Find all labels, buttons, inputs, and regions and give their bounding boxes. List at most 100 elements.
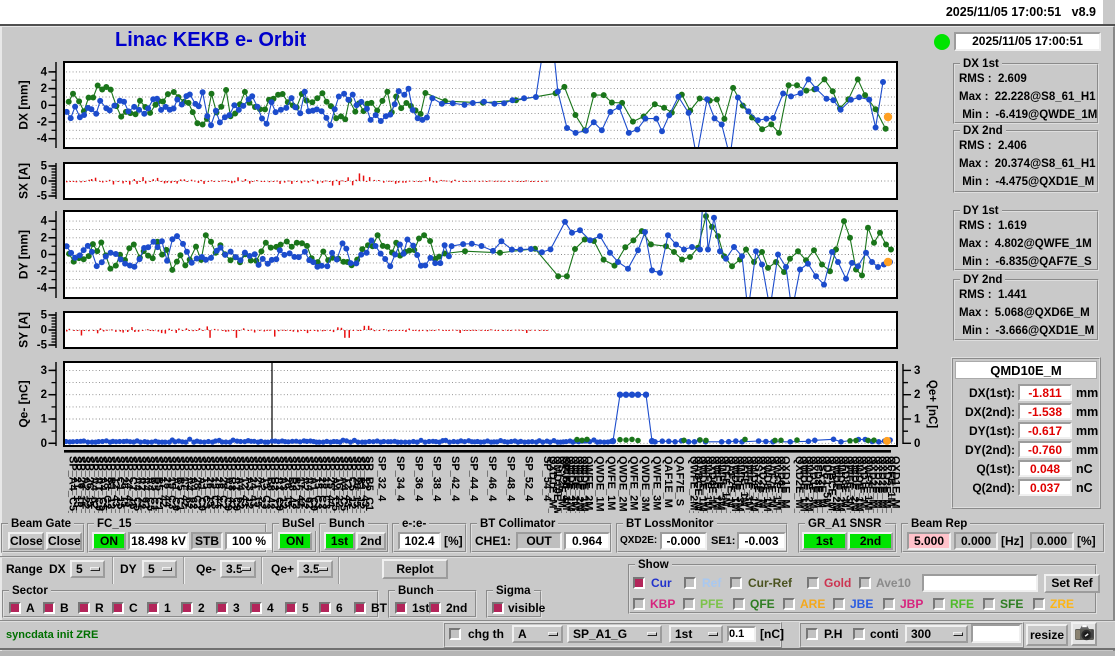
svg-text:SP_B2_72_4: SP_B2_72_4 bbox=[269, 456, 281, 522]
svg-text:SP_A4_C5_3: SP_A4_C5_3 bbox=[97, 456, 109, 523]
svg-text:SP_A4_62_2: SP_A4_62_2 bbox=[187, 456, 199, 521]
svg-text:SP_B5_C1_2: SP_B5_C1_2 bbox=[363, 456, 375, 523]
svg-text:SP_A2_22_4: SP_A2_22_4 bbox=[79, 456, 91, 522]
svg-text:QWDE_2M_4: QWDE_2M_4 bbox=[848, 456, 860, 525]
svg-text:SP_A4_62_2: SP_A4_62_2 bbox=[234, 456, 246, 521]
svg-text:SP_A4_62_2: SP_A4_62_2 bbox=[303, 456, 315, 521]
svg-text:QXD2E_M_2: QXD2E_M_2 bbox=[757, 456, 769, 521]
svg-text:SP_36_4: SP_36_4 bbox=[412, 456, 424, 502]
svg-text:QWFE_1M_44: QWFE_1M_44 bbox=[711, 456, 723, 530]
svg-text:Qe- [nC]: Qe- [nC] bbox=[17, 380, 31, 427]
svg-text:SP_17_42_4: SP_17_42_4 bbox=[294, 456, 306, 520]
svg-text:QWFE_1M_44: QWFE_1M_44 bbox=[770, 456, 782, 530]
svg-text:SP_44_4: SP_44_4 bbox=[468, 456, 480, 502]
svg-text:QWFE_2M_12: QWFE_2M_12 bbox=[569, 456, 581, 529]
svg-text:0: 0 bbox=[914, 438, 920, 450]
svg-text:4: 4 bbox=[41, 66, 48, 78]
svg-text:SP_12_43_2: SP_12_43_2 bbox=[359, 456, 371, 520]
svg-text:SP_15_C3_1: SP_15_C3_1 bbox=[165, 456, 177, 521]
svg-text:3: 3 bbox=[914, 365, 920, 377]
svg-text:SP_B1_12_4: SP_B1_12_4 bbox=[105, 456, 117, 522]
svg-text:QAF7E_M_2: QAF7E_M_2 bbox=[724, 456, 736, 520]
svg-text:Qe+ [nC]: Qe+ [nC] bbox=[926, 380, 938, 428]
svg-text:SP_12_43_2: SP_12_43_2 bbox=[239, 456, 251, 520]
svg-text:QWFE_1M_44: QWFE_1M_44 bbox=[701, 456, 713, 530]
svg-text:QAF1E_M: QAF1E_M bbox=[662, 456, 674, 508]
svg-text:QWFE_1M_44: QWFE_1M_44 bbox=[560, 456, 572, 530]
svg-text:SP_A4_C5_3: SP_A4_C5_3 bbox=[337, 456, 349, 523]
svg-text:SP_21_15_2: SP_21_15_2 bbox=[251, 456, 263, 520]
svg-text:QWFE_3M_5: QWFE_3M_5 bbox=[844, 456, 856, 523]
svg-text:QXD1E_M_15: QXD1E_M_15 bbox=[858, 456, 870, 527]
svg-text:QWDE_2M_4: QWDE_2M_4 bbox=[830, 456, 842, 525]
svg-text:SP_52_4: SP_52_4 bbox=[523, 456, 535, 502]
svg-text:2: 2 bbox=[41, 389, 47, 401]
svg-text:QWFE_3M_5: QWFE_3M_5 bbox=[743, 456, 755, 523]
svg-text:0: 0 bbox=[41, 325, 47, 337]
svg-text:SP_A2_22_4: SP_A2_22_4 bbox=[299, 456, 311, 522]
svg-text:QXD1E_M_15: QXD1E_M_15 bbox=[807, 456, 819, 527]
svg-text:SP_A1_C9_1: SP_A1_C9_1 bbox=[170, 456, 182, 523]
svg-text:SP_26_15_1: SP_26_15_1 bbox=[84, 456, 96, 520]
svg-text:QWDE_2M_4: QWDE_2M_4 bbox=[835, 456, 847, 525]
svg-text:SP_15_C3_1: SP_15_C3_1 bbox=[260, 456, 272, 521]
svg-text:2: 2 bbox=[914, 389, 920, 401]
svg-text:SP_25_44_2: SP_25_44_2 bbox=[213, 456, 225, 520]
svg-text:QXD6E_M_3: QXD6E_M_3 bbox=[706, 456, 718, 521]
svg-text:SP_26_15_1: SP_26_15_1 bbox=[204, 456, 216, 520]
svg-text:QXD6E_M_3: QXD6E_M_3 bbox=[775, 456, 787, 521]
svg-text:SP_C1_15_4: SP_C1_15_4 bbox=[127, 456, 139, 522]
svg-text:SP_28_C2_4: SP_28_C2_4 bbox=[217, 456, 229, 522]
svg-text:SP_24_43_1: SP_24_43_1 bbox=[122, 456, 134, 520]
svg-text:SP_17_42_4: SP_17_42_4 bbox=[157, 456, 169, 520]
svg-text:QFFE_1M_22: QFFE_1M_22 bbox=[885, 456, 897, 525]
svg-text:-2: -2 bbox=[37, 117, 47, 129]
svg-text:QWDE_1M_21: QWDE_1M_21 bbox=[729, 456, 741, 530]
svg-text:QWFE_2M_12: QWFE_2M_12 bbox=[583, 456, 595, 529]
svg-text:SP_A3_12_2: SP_A3_12_2 bbox=[277, 456, 289, 521]
svg-text:SP_15_C3_1: SP_15_C3_1 bbox=[200, 456, 212, 521]
svg-text:QWDE_1M_21: QWDE_1M_21 bbox=[761, 456, 773, 530]
svg-text:SP_B8_42_1: SP_B8_42_1 bbox=[226, 456, 238, 521]
svg-text:QXD2E_M_2: QXD2E_M_2 bbox=[871, 456, 883, 521]
svg-text:QWDE_2M: QWDE_2M bbox=[616, 456, 628, 512]
svg-text:SP_B8_42_1: SP_B8_42_1 bbox=[286, 456, 298, 521]
svg-text:SP_C1_15_4: SP_C1_15_4 bbox=[114, 456, 126, 522]
svg-text:DY [mm]: DY [mm] bbox=[17, 230, 31, 279]
svg-text:SP_15_C3_1: SP_15_C3_1 bbox=[208, 456, 220, 521]
svg-text:SP_12_43_2: SP_12_43_2 bbox=[110, 456, 122, 520]
svg-text:SP_A4_C5_3: SP_A4_C5_3 bbox=[144, 456, 156, 523]
svg-text:QABCE_M_13: QABCE_M_13 bbox=[825, 456, 837, 529]
svg-text:SP_26_15_1: SP_26_15_1 bbox=[75, 456, 87, 520]
svg-text:QWDE_2M_4: QWDE_2M_4 bbox=[802, 456, 814, 525]
svg-text:SP_A1_C9_1: SP_A1_C9_1 bbox=[230, 456, 242, 523]
svg-text:3: 3 bbox=[41, 365, 47, 377]
svg-text:-5: -5 bbox=[37, 340, 48, 352]
svg-text:SP_16_22_4: SP_16_22_4 bbox=[333, 456, 345, 520]
svg-text:-4: -4 bbox=[37, 133, 48, 145]
svg-text:QXD1E_M_15: QXD1E_M_15 bbox=[890, 456, 902, 527]
svg-text:SP_A2_22_4: SP_A2_22_4 bbox=[256, 456, 268, 522]
svg-text:SP_A1_C9_1: SP_A1_C9_1 bbox=[196, 456, 208, 523]
svg-text:2: 2 bbox=[41, 232, 47, 244]
svg-text:QXD2E_M_2: QXD2E_M_2 bbox=[793, 456, 805, 521]
svg-text:QABCE_M_13: QABCE_M_13 bbox=[692, 456, 704, 529]
svg-text:QAF7E_S: QAF7E_S bbox=[673, 456, 685, 506]
svg-text:QWFE_2M: QWFE_2M bbox=[628, 456, 640, 510]
svg-text:SP_A4_62_2: SP_A4_62_2 bbox=[183, 456, 195, 521]
svg-text:SP_A2_22_4: SP_A2_22_4 bbox=[135, 456, 147, 522]
svg-text:SP_24_43_1: SP_24_43_1 bbox=[247, 456, 259, 520]
svg-text:QWDE_1M_21: QWDE_1M_21 bbox=[565, 456, 577, 530]
svg-text:SP_28_C2_4: SP_28_C2_4 bbox=[191, 456, 203, 522]
svg-text:SP_26_15_1: SP_26_15_1 bbox=[282, 456, 294, 520]
svg-text:0: 0 bbox=[41, 438, 47, 450]
svg-text:SY [A]: SY [A] bbox=[17, 312, 31, 348]
svg-text:SP_A4_62_2: SP_A4_62_2 bbox=[140, 456, 152, 521]
svg-text:SP_B5_C1_2: SP_B5_C1_2 bbox=[153, 456, 165, 523]
svg-text:SP_A1_C9_1: SP_A1_C9_1 bbox=[273, 456, 285, 523]
svg-text:QWFE_2M_12: QWFE_2M_12 bbox=[688, 456, 700, 529]
svg-text:SP_42_4: SP_42_4 bbox=[449, 456, 461, 502]
svg-text:4: 4 bbox=[41, 216, 48, 228]
svg-text:QWDE_1M_21: QWDE_1M_21 bbox=[798, 456, 810, 530]
svg-text:SP_A4_C5_3: SP_A4_C5_3 bbox=[67, 456, 79, 523]
